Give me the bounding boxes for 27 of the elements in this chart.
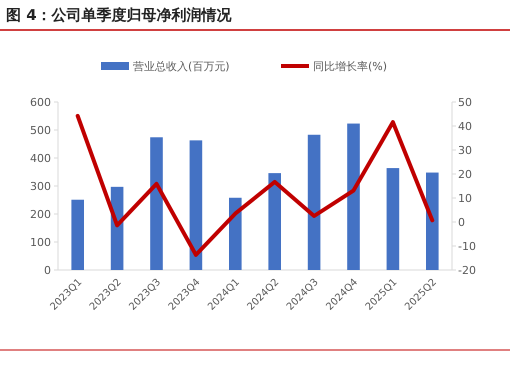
y2-tick-label: 10 (458, 192, 472, 205)
y-tick-label: 0 (44, 264, 51, 277)
chart-title: 图 4：公司单季度归母净利润情况 (6, 6, 233, 24)
y-tick-label: 300 (30, 180, 51, 193)
y2-tick-label: -20 (458, 264, 476, 277)
legend-label: 同比增长率(%) (313, 60, 388, 73)
y2-tick-label: 50 (458, 96, 472, 109)
legend-label: 营业总收入(百万元) (133, 60, 230, 73)
bar (228, 198, 242, 270)
y-tick-label: 400 (30, 152, 51, 165)
y-tick-label: 200 (30, 208, 51, 221)
y2-tick-label: -10 (458, 240, 476, 253)
bar (347, 124, 360, 270)
y2-tick-label: 0 (458, 216, 465, 229)
y2-tick-label: 30 (458, 144, 472, 157)
bar (426, 172, 439, 270)
y2-tick-label: 20 (458, 168, 472, 181)
y2-tick-label: 40 (458, 120, 472, 133)
bar (308, 134, 320, 270)
y-tick-label: 100 (30, 236, 51, 249)
bar (386, 168, 400, 270)
bar (268, 173, 282, 270)
y-tick-label: 500 (30, 124, 51, 137)
bar (190, 140, 202, 270)
bar (150, 137, 163, 270)
y-tick-label: 600 (30, 96, 51, 109)
bar (71, 200, 84, 270)
